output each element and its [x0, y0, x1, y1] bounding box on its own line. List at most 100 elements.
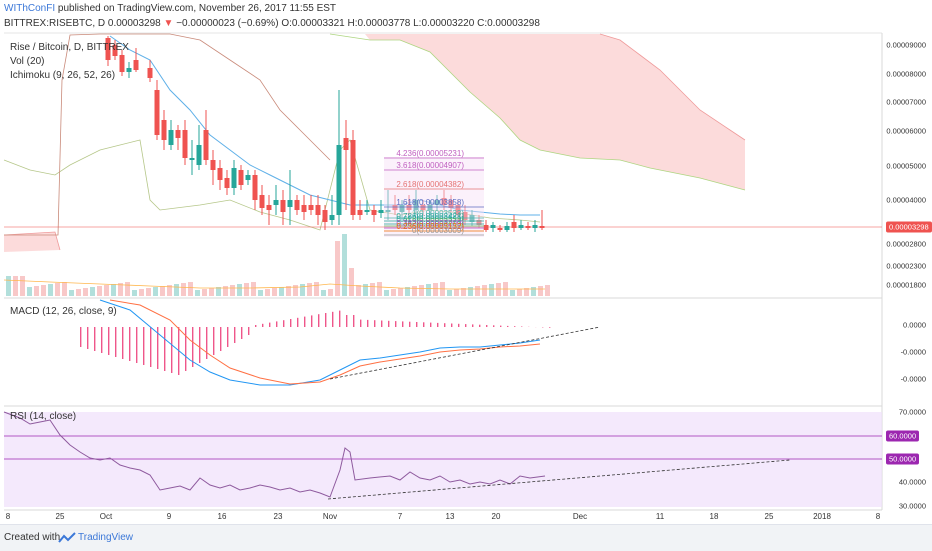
volume-bar [20, 276, 25, 296]
volume-bar [349, 268, 354, 296]
macd-histogram-bar [276, 321, 277, 327]
price-axis-label: 0.00009000 [886, 41, 926, 50]
macd-legend[interactable]: MACD (12, 26, close, 9) [10, 306, 117, 317]
volume-bar [300, 284, 305, 296]
macd-histogram-bar [549, 327, 550, 328]
time-axis-label: Nov [323, 512, 337, 521]
volume-bar [48, 284, 53, 296]
macd-histogram-bar [318, 314, 319, 327]
candle [120, 50, 125, 76]
volume-bar [69, 290, 74, 296]
time-axis-label: 25 [765, 512, 774, 521]
candle [204, 110, 209, 165]
macd-histogram-bar [416, 322, 417, 327]
macd-histogram-bar [430, 323, 431, 327]
candle [379, 200, 384, 218]
rsi-legend[interactable]: RSI (14, close) [10, 411, 76, 422]
macd-histogram-bar [353, 315, 354, 327]
macd-histogram-bar [262, 324, 263, 327]
price-axis-label: 0.00001800 [886, 281, 926, 290]
macd-histogram-bar [213, 327, 214, 355]
volume-bar [76, 289, 81, 296]
volume-ma-line [4, 280, 545, 289]
volume-bar [237, 284, 242, 296]
volume-bar [496, 283, 501, 296]
macd-histogram-bar [423, 322, 424, 327]
candle [176, 125, 181, 150]
volume-bar [251, 282, 256, 296]
macd-histogram [80, 311, 550, 375]
volume-bar [447, 290, 452, 296]
volume-bar [398, 288, 403, 296]
volume-bar [97, 286, 102, 296]
tradingview-link[interactable]: TradingView [78, 532, 133, 543]
macd-histogram-bar [206, 327, 207, 359]
macd-histogram-bar [136, 327, 137, 363]
ichimoku-legend[interactable]: Ichimoku (9, 26, 52, 26) [10, 70, 115, 81]
rsi-lower-tag: 50.0000 [886, 454, 919, 465]
candle [309, 195, 314, 215]
fib-level-label: 1.618(0.00003858) [396, 198, 464, 207]
macd-histogram-bar [332, 312, 333, 327]
time-axis-label: 18 [710, 512, 719, 521]
chart-canvas[interactable] [0, 0, 932, 524]
candle [323, 205, 328, 230]
volume-bar [139, 289, 144, 296]
macd-histogram-bar [325, 313, 326, 327]
macd-histogram-bar [87, 327, 88, 349]
candle [519, 220, 524, 230]
macd-histogram-bar [234, 327, 235, 343]
macd-histogram-bar [479, 325, 480, 327]
volume-bar [104, 285, 109, 296]
volume-bar [293, 285, 298, 296]
macd-line [100, 300, 540, 385]
time-axis-label: 9 [167, 512, 171, 521]
macd-histogram-bar [108, 327, 109, 355]
macd-histogram-bar [311, 315, 312, 327]
fib-level-label: 2.618(0.00004382) [396, 180, 464, 189]
volume-bar [209, 288, 214, 296]
price-axis-label: 0.00002800 [886, 240, 926, 249]
candle [358, 200, 363, 220]
macd-histogram-bar [220, 327, 221, 351]
volume-bar [384, 290, 389, 296]
time-axis-label: 20 [492, 512, 501, 521]
candle [211, 150, 216, 185]
price-axis-label: 0.00005000 [886, 162, 926, 171]
volume-bar [419, 285, 424, 296]
macd-histogram-bar [339, 311, 340, 327]
macd-axis-label: -0.0000 [901, 375, 926, 384]
volume-bar [188, 282, 193, 296]
macd-histogram-bar [374, 320, 375, 327]
volume-bar [531, 287, 536, 296]
main-legend[interactable]: Rise / Bitcoin, D, BITTREX [10, 42, 129, 53]
volume-bar [307, 283, 312, 296]
fib-level-label: 0(0.00003009) [412, 226, 464, 235]
volume-bar [510, 290, 515, 296]
candle [295, 195, 300, 215]
candle [484, 220, 489, 232]
volume-bar [538, 286, 543, 296]
candle [505, 222, 510, 232]
macd-histogram-bar [437, 323, 438, 327]
volume-bar [132, 290, 137, 296]
volume-bar [244, 283, 249, 296]
volume-bar [41, 285, 46, 296]
macd-histogram-bar [409, 322, 410, 327]
macd-histogram-bar [346, 315, 347, 327]
macd-histogram-bar [290, 319, 291, 327]
volume-bar [90, 287, 95, 296]
volume-bar [13, 276, 18, 296]
price-axis-label: 0.00007000 [886, 98, 926, 107]
macd-histogram-bar [458, 324, 459, 327]
volume-bar [160, 286, 165, 296]
candle [239, 165, 244, 190]
price-axis-label: 0.00004000 [886, 196, 926, 205]
time-axis-label: 25 [56, 512, 65, 521]
time-axis-label: 16 [218, 512, 227, 521]
vol-legend[interactable]: Vol (20) [10, 56, 44, 67]
time-axis-label: 2018 [813, 512, 831, 521]
candle [372, 205, 377, 222]
